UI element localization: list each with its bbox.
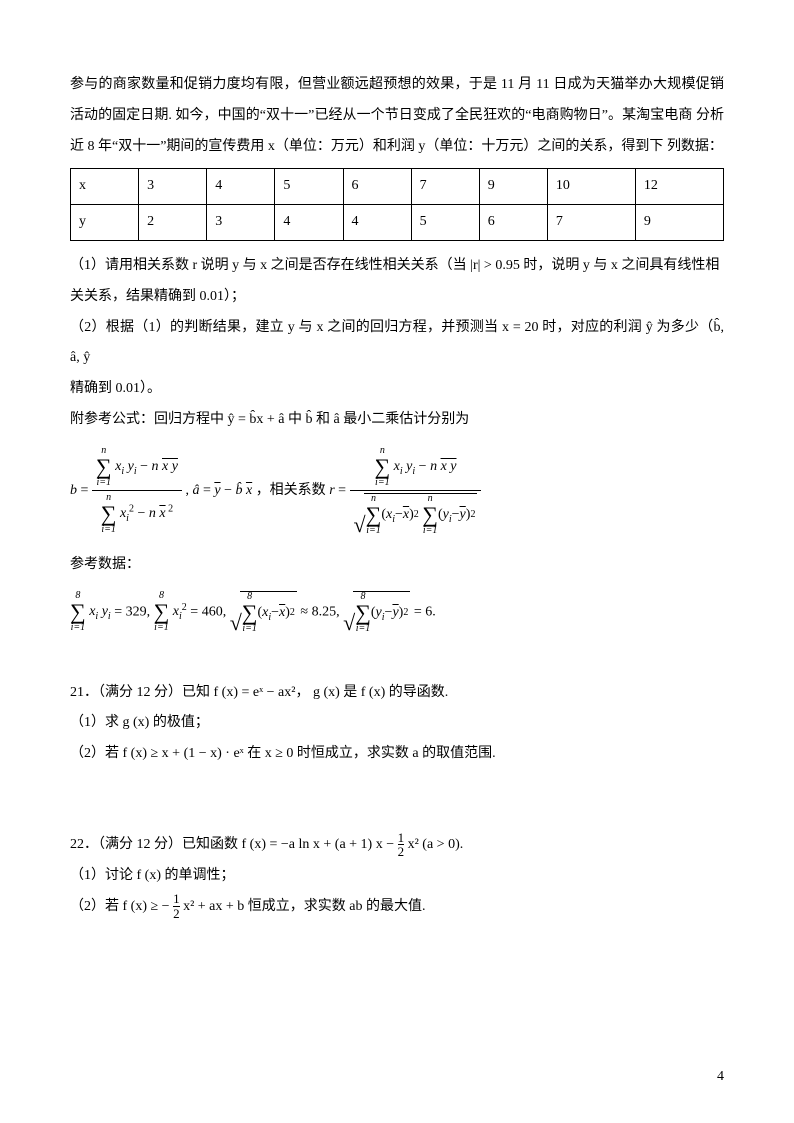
p22-title-pre: 22．（满分 12 分）已知函数 f (x) = −a ln x + (a + …	[70, 837, 398, 852]
q1-text: （1）请用相关系数 r 说明 y 与 x 之间是否存在线性相关关系（当 |r| …	[70, 258, 719, 273]
ref-data-head-text: 参考数据：	[70, 557, 140, 572]
table-cell: x	[71, 169, 139, 205]
table-cell: 10	[547, 169, 635, 205]
problem-21-q2: （2）若 f (x) ≥ x + (1 − x) · eˣ 在 x ≥ 0 时恒…	[70, 739, 724, 770]
table-row: y 2 3 4 4 5 6 7 9	[71, 205, 724, 241]
table-cell: 7	[547, 205, 635, 241]
table-cell: 5	[411, 205, 479, 241]
p22-title-post: x² (a > 0).	[404, 837, 463, 852]
table-cell: 4	[343, 205, 411, 241]
question-1: （1）请用相关系数 r 说明 y 与 x 之间是否存在线性相关关系（当 |r| …	[70, 251, 724, 282]
question-1b: 关关系，结果精确到 0.01）；	[70, 282, 724, 313]
reference-formula-heading: 附参考公式：回归方程中 ŷ = b̂x + â 中 b̂ 和 â 最小二乘估计分…	[70, 405, 724, 436]
table-cell: 5	[275, 169, 343, 205]
table-cell: y	[71, 205, 139, 241]
p21-title-text: 21．（满分 12 分）已知 f (x) = eˣ − ax²， g (x) 是…	[70, 685, 448, 700]
question-2: （2）根据（1）的判断结果，建立 y 与 x 之间的回归方程，并预测当 x = …	[70, 313, 724, 375]
p21-q1-text: （1）求 g (x) 的极值；	[70, 715, 209, 730]
intro-paragraph: 参与的商家数量和促销力度均有限，但营业额远超预想的效果，于是 11 月 11 日…	[70, 70, 724, 162]
table-cell: 4	[275, 205, 343, 241]
sumx2-value: 460	[202, 604, 223, 619]
question-2b: 精确到 0.01）。	[70, 374, 724, 405]
p22-q2-pre: （2）若 f (x) ≥ −	[70, 899, 173, 914]
intro-line4: 列数据：	[667, 139, 723, 154]
problem-22-q1: （1）讨论 f (x) 的单调性；	[70, 861, 724, 892]
table-cell: 3	[207, 205, 275, 241]
p22-q2-post: x² + ax + b 恒成立，求实数 ab 的最大值.	[180, 899, 426, 914]
q2b-text: 精确到 0.01）。	[70, 381, 161, 396]
reference-data-heading: 参考数据：	[70, 550, 724, 581]
table-cell: 7	[411, 169, 479, 205]
page-number: 4	[717, 1062, 724, 1093]
table-cell: 6	[479, 205, 547, 241]
problem-22-title: 22．（满分 12 分）已知函数 f (x) = −a ln x + (a + …	[70, 830, 724, 861]
reference-data-formula: 8∑i=1 xi yi = 329, 8∑i=1 xi2 = 460, √ 8∑…	[70, 591, 724, 634]
table-row: x 3 4 5 6 7 9 10 12	[71, 169, 724, 205]
table-cell: 12	[635, 169, 723, 205]
table-cell: 3	[139, 169, 207, 205]
p22-q1-text: （1）讨论 f (x) 的单调性；	[70, 868, 235, 883]
sumxy-value: 329	[126, 604, 147, 619]
intro-line1: 参与的商家数量和促销力度均有限，但营业额远超预想的效果，于是 11 月 11 日…	[70, 77, 724, 92]
problem-22-q2: （2）若 f (x) ≥ − 12 x² + ax + b 恒成立，求实数 ab…	[70, 892, 724, 923]
data-table: x 3 4 5 6 7 9 10 12 y 2 3 4 4 5 6 7 9	[70, 168, 724, 241]
table-cell: 6	[343, 169, 411, 205]
p21-q2-text: （2）若 f (x) ≥ x + (1 − x) · eˣ 在 x ≥ 0 时恒…	[70, 746, 496, 761]
formula-b-a-r: b = n∑i=1 xi yi − n x y n∑i=1 xi2 − n x …	[70, 446, 724, 536]
table-cell: 4	[207, 169, 275, 205]
problem-21-q1: （1）求 g (x) 的极值；	[70, 708, 724, 739]
sq1-value: 8.25	[312, 604, 337, 619]
intro-line2: 活动的固定日期. 如今，中国的“双十一”已经从一个节日变成了全民狂欢的“电商购物…	[70, 108, 692, 123]
problem-21-title: 21．（满分 12 分）已知 f (x) = eˣ − ax²， g (x) 是…	[70, 678, 724, 709]
sq2-value: 6	[425, 604, 432, 619]
table-cell: 2	[139, 205, 207, 241]
table-cell: 9	[635, 205, 723, 241]
q1b-text: 关关系，结果精确到 0.01）；	[70, 289, 245, 304]
table-cell: 9	[479, 169, 547, 205]
ref-head-text: 附参考公式：回归方程中 ŷ = b̂x + â 中 b̂ 和 â 最小二乘估计分…	[70, 412, 469, 427]
q2-text: （2）根据（1）的判断结果，建立 y 与 x 之间的回归方程，并预测当 x = …	[70, 320, 724, 366]
